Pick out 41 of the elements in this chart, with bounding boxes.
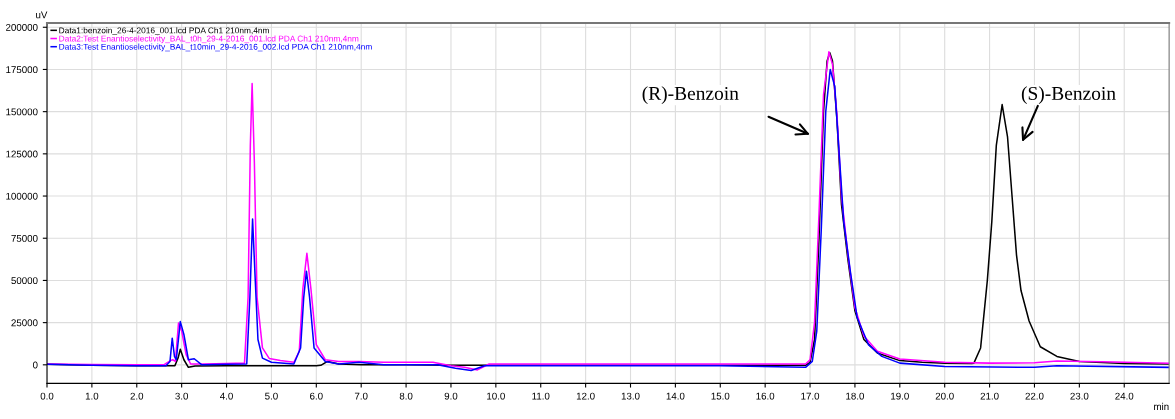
x-tick-label: 21.0 xyxy=(980,392,999,400)
x-tick-label: 15.0 xyxy=(711,392,730,400)
y-tick-label: 175000 xyxy=(6,66,38,74)
x-tick-label: 13.0 xyxy=(621,392,640,400)
x-tick-label: 0.0 xyxy=(40,392,54,400)
x-tick-label: 14.0 xyxy=(666,392,685,400)
legend-label: Data3:Test Enantioselectivity_BAL_t10min_29-4-2016_002.lcd PDA Ch1 210nm,4nm xyxy=(59,43,372,52)
x-tick-label: 8.0 xyxy=(399,392,413,400)
legend-label: Data1:benzoin_26-4-2016_001.lcd PDA Ch1 210nm,4nm xyxy=(59,27,269,35)
x-tick-label: 9.0 xyxy=(444,392,458,400)
y-tick-label: 150000 xyxy=(6,108,38,116)
x-tick-label: 24.0 xyxy=(1115,392,1134,400)
x-tick-label: 17.0 xyxy=(801,392,820,400)
legend-label: Data2:Test Enantioselectivity_BAL_t0h_29-4-2016_001.lcd PDA Ch1 210nm,4nm xyxy=(59,35,359,44)
x-tick-label: 16.0 xyxy=(756,392,775,400)
annotation: (R)-Benzoin xyxy=(642,86,739,104)
y-tick-label: 125000 xyxy=(6,150,38,158)
x-tick-label: 3.0 xyxy=(175,392,189,400)
annotation: (S)-Benzoin xyxy=(1021,86,1116,104)
x-tick-label: 23.0 xyxy=(1070,392,1089,400)
x-axis-title: min xyxy=(1154,402,1169,410)
y-tick-label: 75000 xyxy=(11,234,38,242)
x-tick-label: 1.0 xyxy=(85,392,99,400)
y-tick-label: 100000 xyxy=(6,192,38,200)
y-tick-label: 200000 xyxy=(6,24,38,31)
x-tick-label: 12.0 xyxy=(576,392,595,400)
y-tick-label: 50000 xyxy=(11,277,38,285)
x-tick-label: 22.0 xyxy=(1025,392,1044,400)
x-tick-label: 5.0 xyxy=(265,392,278,400)
x-tick-label: 6.0 xyxy=(310,392,323,400)
x-tick-label: 10.0 xyxy=(487,392,505,400)
x-tick-label: 2.0 xyxy=(130,392,144,400)
y-axis-title: uV xyxy=(36,11,48,19)
x-tick-label: 18.0 xyxy=(846,392,865,400)
y-tick-label: 0 xyxy=(32,361,38,369)
x-tick-label: 19.0 xyxy=(891,392,909,400)
x-tick-label: 7.0 xyxy=(354,392,368,400)
y-tick-label: 25000 xyxy=(11,319,38,327)
x-tick-label: 11.0 xyxy=(532,392,550,400)
x-tick-label: 20.0 xyxy=(935,392,954,400)
x-tick-label: 4.0 xyxy=(220,392,233,400)
